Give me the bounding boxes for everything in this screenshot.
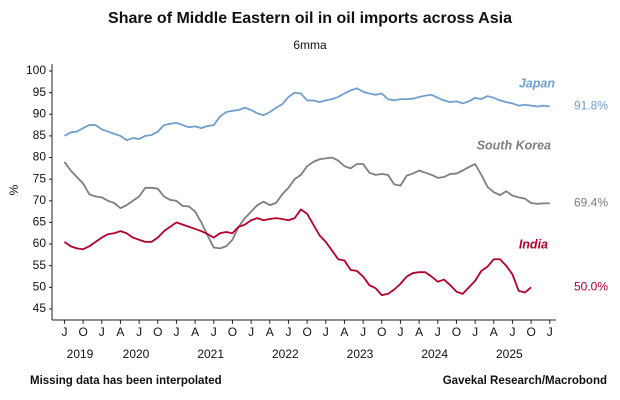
y-tick-label: 50	[33, 280, 47, 294]
y-tick-label: 75	[33, 171, 47, 185]
x-tick-label: O	[302, 325, 311, 339]
y-tick-label: 100	[26, 63, 46, 77]
x-tick-label: J	[99, 325, 105, 339]
source: Gavekal Research/Macrobond	[443, 375, 607, 387]
x-tick-label: O	[78, 325, 87, 339]
y-tick-label: 70	[33, 193, 47, 207]
year-label: 2025	[496, 347, 523, 361]
x-tick-label: A	[266, 325, 274, 339]
year-label: 2023	[347, 347, 374, 361]
x-tick-label: O	[526, 325, 535, 339]
x-tick-label: A	[490, 325, 498, 339]
y-tick-label: 65	[33, 215, 47, 229]
y-tick-label: 60	[33, 236, 47, 250]
series-line	[63, 208, 532, 297]
x-tick-label: O	[153, 325, 162, 339]
year-label: 2019	[67, 347, 94, 361]
year-label: 2021	[197, 347, 224, 361]
x-tick-label: J	[435, 325, 441, 339]
x-tick-label: O	[228, 325, 237, 339]
x-tick-label: A	[116, 325, 124, 339]
y-tick-label: 55	[33, 258, 47, 272]
y-tick-label: 85	[33, 128, 47, 142]
y-tick-label: 90	[33, 106, 47, 120]
year-label: 2022	[272, 347, 299, 361]
y-tick-label: 45	[33, 301, 47, 315]
chart-subtitle: 6mma	[293, 38, 327, 52]
series-line	[63, 156, 550, 250]
x-tick-label: J	[136, 325, 142, 339]
chart-title: Share of Middle Eastern oil in oil impor…	[108, 10, 512, 27]
x-tick-label: A	[415, 325, 423, 339]
year-label: 2020	[123, 347, 150, 361]
year-label: 2024	[421, 347, 448, 361]
x-tick-label: J	[360, 325, 366, 339]
y-tick-label: 95	[33, 85, 47, 99]
end-label: 91.8%	[574, 99, 608, 113]
x-tick-label: A	[340, 325, 348, 339]
series-name: India	[519, 237, 548, 251]
end-label: 50.0%	[574, 280, 608, 294]
x-tick-label: J	[173, 325, 179, 339]
x-tick-label: J	[285, 325, 291, 339]
x-tick-label: J	[61, 325, 67, 339]
x-tick-label: J	[323, 325, 329, 339]
series-name: South Korea	[477, 138, 551, 152]
x-tick-label: A	[191, 325, 199, 339]
end-label: 69.4%	[574, 196, 608, 210]
x-tick-label: O	[452, 325, 461, 339]
series-name: Japan	[519, 76, 555, 90]
x-tick-label: J	[547, 325, 553, 339]
x-tick-label: J	[509, 325, 515, 339]
x-tick-label: O	[377, 325, 386, 339]
series-line	[64, 87, 550, 142]
x-tick-label: J	[472, 325, 478, 339]
x-tick-label: J	[211, 325, 217, 339]
y-tick-label: 80	[33, 150, 47, 164]
note: Missing data has been interpolated	[30, 375, 222, 387]
x-tick-label: J	[397, 325, 403, 339]
x-tick-label: J	[248, 325, 254, 339]
y-axis-label: %	[7, 184, 21, 195]
